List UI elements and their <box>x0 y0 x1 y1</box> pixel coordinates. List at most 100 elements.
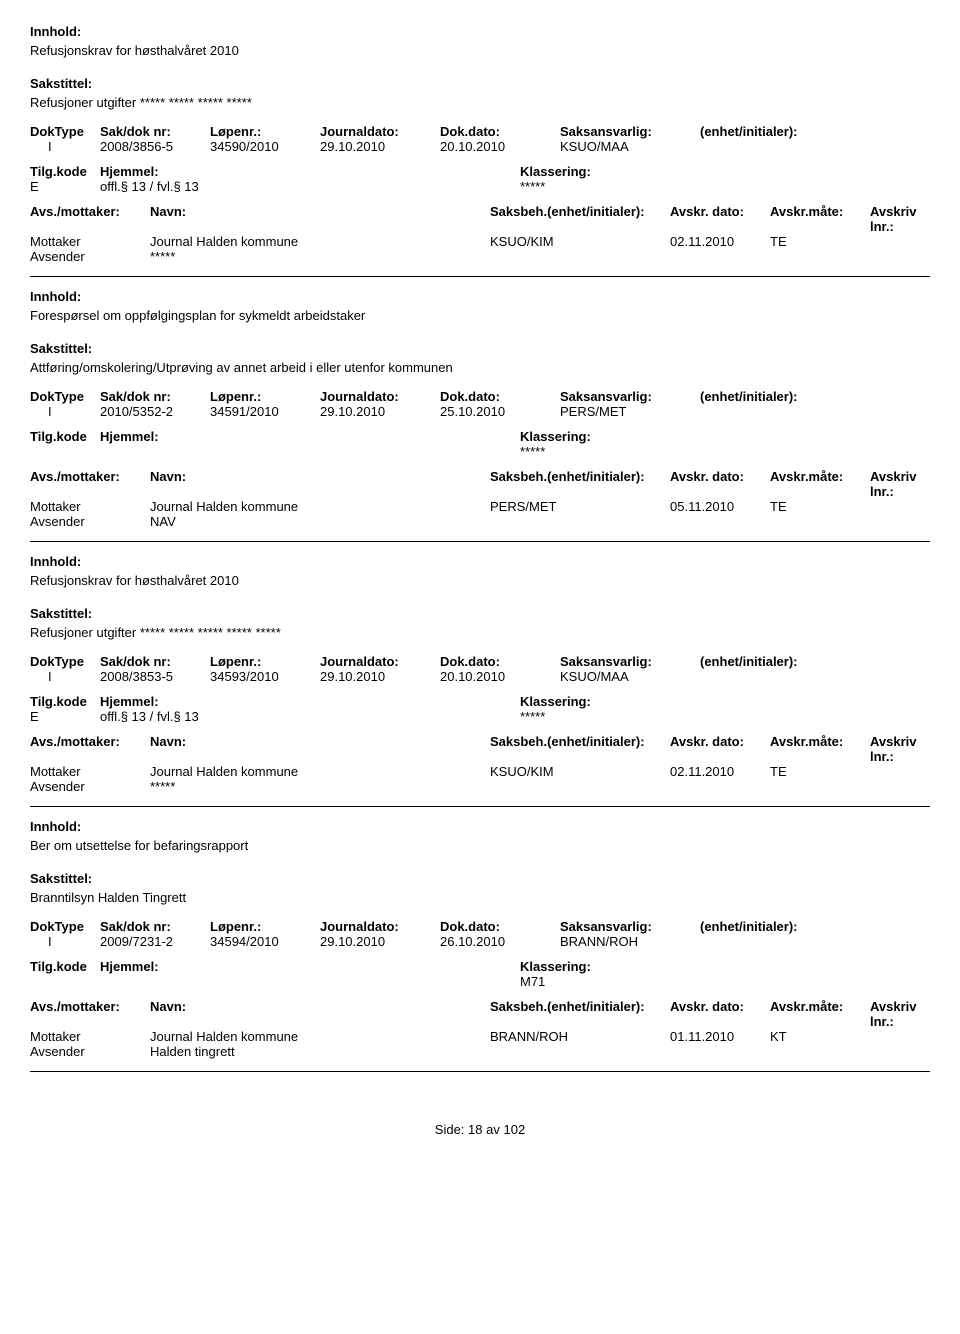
col-doktype: DokType <box>30 389 100 404</box>
col-hjemmel: Hjemmel: <box>100 959 520 974</box>
innhold-text: Forespørsel om oppfølgingsplan for sykme… <box>30 308 930 323</box>
val-dokdato: 25.10.2010 <box>440 404 560 419</box>
innhold-text: Ber om utsettelse for befaringsrapport <box>30 838 930 853</box>
col-saksbeh: Saksbeh.(enhet/initialer): <box>490 999 670 1029</box>
val-avskrdato: 05.11.2010 <box>670 499 770 514</box>
lbl-avsender: Avsender <box>30 514 150 529</box>
val-avskrmate: TE <box>770 234 870 249</box>
col-dokdato: Dok.dato: <box>440 654 560 669</box>
col-sakdoknr: Sak/dok nr: <box>100 389 210 404</box>
col-klassering: Klassering: <box>520 959 930 974</box>
val-dokdato: 26.10.2010 <box>440 934 560 949</box>
col-tilgkode: Tilg.kode <box>30 429 100 444</box>
col-avskrivlnr: Avskriv lnr.: <box>870 999 930 1029</box>
col-klassering: Klassering: <box>520 164 930 179</box>
val-sakdoknr: 2008/3853-5 <box>100 669 210 684</box>
val-avsender-navn: ***** <box>150 249 490 264</box>
val-lopenr: 34593/2010 <box>210 669 320 684</box>
col-saksbeh: Saksbeh.(enhet/initialer): <box>490 734 670 764</box>
val-doktype: I <box>30 404 100 419</box>
val-journaldato: 29.10.2010 <box>320 934 440 949</box>
page-total: 102 <box>504 1122 526 1137</box>
col-avsmottaker: Avs./mottaker: <box>30 999 150 1029</box>
side-label: Side: <box>435 1122 465 1137</box>
lbl-mottaker: Mottaker <box>30 1029 150 1044</box>
val-klassering: M71 <box>520 974 930 989</box>
col-avskrdato: Avskr. dato: <box>670 999 770 1029</box>
col-klassering: Klassering: <box>520 694 930 709</box>
record-separator <box>30 806 930 807</box>
sakstittel-label: Sakstittel: <box>30 871 930 886</box>
col-dokdato: Dok.dato: <box>440 919 560 934</box>
col-saksbeh: Saksbeh.(enhet/initialer): <box>490 204 670 234</box>
sakstittel-label: Sakstittel: <box>30 606 930 621</box>
val-tilgkode <box>30 444 100 459</box>
sakstittel-text: Refusjoner utgifter ***** ***** ***** **… <box>30 95 930 110</box>
val-sakdoknr: 2010/5352-2 <box>100 404 210 419</box>
page-number: 18 <box>468 1122 482 1137</box>
journal-record: Innhold: Refusjonskrav for høsthalvåret … <box>30 24 930 264</box>
val-avsender-navn: NAV <box>150 514 490 529</box>
val-tilgkode: E <box>30 179 100 194</box>
col-doktype: DokType <box>30 654 100 669</box>
innhold-label: Innhold: <box>30 819 930 834</box>
val-hjemmel <box>100 444 520 459</box>
val-hjemmel: offl.§ 13 / fvl.§ 13 <box>100 179 520 194</box>
val-hjemmel <box>100 974 520 989</box>
col-dokdato: Dok.dato: <box>440 124 560 139</box>
lbl-avsender: Avsender <box>30 249 150 264</box>
record-separator <box>30 276 930 277</box>
innhold-label: Innhold: <box>30 24 930 39</box>
col-sakdoknr: Sak/dok nr: <box>100 654 210 669</box>
val-hjemmel: offl.§ 13 / fvl.§ 13 <box>100 709 520 724</box>
val-dokdato: 20.10.2010 <box>440 139 560 154</box>
col-journaldato: Journaldato: <box>320 919 440 934</box>
innhold-label: Innhold: <box>30 554 930 569</box>
lbl-mottaker: Mottaker <box>30 499 150 514</box>
innhold-text: Refusjonskrav for høsthalvåret 2010 <box>30 573 930 588</box>
av-label: av <box>486 1122 500 1137</box>
val-mottaker-navn: Journal Halden kommune <box>150 764 490 779</box>
col-doktype: DokType <box>30 124 100 139</box>
val-lopenr: 34590/2010 <box>210 139 320 154</box>
val-saksansvarlig: KSUO/MAA <box>560 139 700 154</box>
col-doktype: DokType <box>30 919 100 934</box>
val-tilgkode <box>30 974 100 989</box>
col-tilgkode: Tilg.kode <box>30 164 100 179</box>
col-hjemmel: Hjemmel: <box>100 429 520 444</box>
val-avskrdato: 02.11.2010 <box>670 234 770 249</box>
val-klassering: ***** <box>520 179 930 194</box>
lbl-mottaker: Mottaker <box>30 234 150 249</box>
col-avskrivlnr: Avskriv lnr.: <box>870 469 930 499</box>
val-lopenr: 34591/2010 <box>210 404 320 419</box>
col-avsmottaker: Avs./mottaker: <box>30 469 150 499</box>
col-journaldato: Journaldato: <box>320 124 440 139</box>
val-mottaker-navn: Journal Halden kommune <box>150 1029 490 1044</box>
col-tilgkode: Tilg.kode <box>30 959 100 974</box>
val-klassering: ***** <box>520 709 930 724</box>
val-avskrdato: 02.11.2010 <box>670 764 770 779</box>
val-dokdato: 20.10.2010 <box>440 669 560 684</box>
val-avskrmate: KT <box>770 1029 870 1044</box>
val-avsender-navn: Halden tingrett <box>150 1044 490 1059</box>
val-avskrdato: 01.11.2010 <box>670 1029 770 1044</box>
col-lopenr: Løpenr.: <box>210 654 320 669</box>
col-avskrdato: Avskr. dato: <box>670 469 770 499</box>
val-doktype: I <box>30 139 100 154</box>
val-saksansvarlig: BRANN/ROH <box>560 934 700 949</box>
col-klassering: Klassering: <box>520 429 930 444</box>
val-saksansvarlig: KSUO/MAA <box>560 669 700 684</box>
page-footer: Side: 18 av 102 <box>30 1122 930 1137</box>
val-avsender-navn: ***** <box>150 779 490 794</box>
lbl-mottaker: Mottaker <box>30 764 150 779</box>
col-avskrdato: Avskr. dato: <box>670 204 770 234</box>
col-avskrmate: Avskr.måte: <box>770 204 870 234</box>
record-separator <box>30 1071 930 1072</box>
col-avskrivlnr: Avskriv lnr.: <box>870 734 930 764</box>
val-avskrmate: TE <box>770 764 870 779</box>
val-tilgkode: E <box>30 709 100 724</box>
col-navn: Navn: <box>150 469 490 499</box>
col-lopenr: Løpenr.: <box>210 919 320 934</box>
col-lopenr: Løpenr.: <box>210 124 320 139</box>
col-journaldato: Journaldato: <box>320 654 440 669</box>
